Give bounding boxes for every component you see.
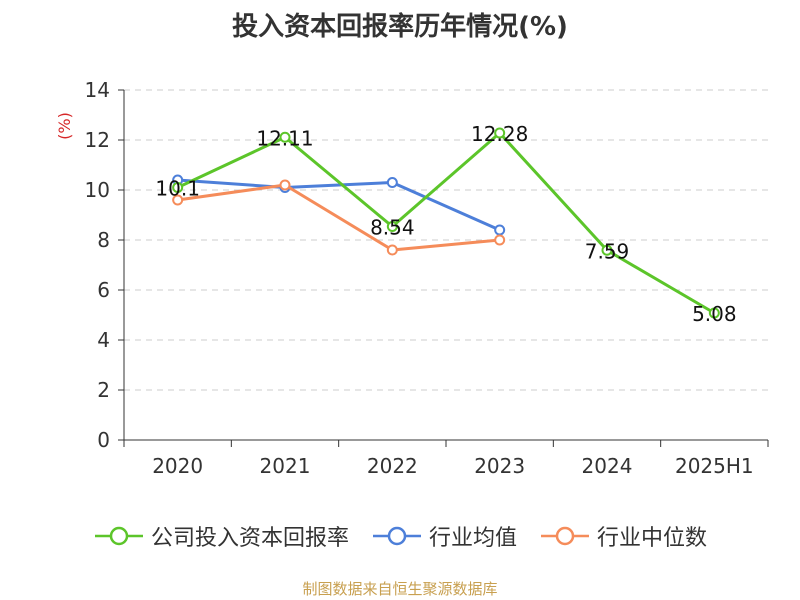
series-line-1	[177, 178, 501, 232]
y-tick-label: 6	[97, 278, 110, 302]
legend-item-industry-median[interactable]: 行业中位数	[539, 520, 707, 552]
legend-marker-company	[94, 526, 143, 546]
x-tick-label: 2021	[260, 454, 311, 478]
data-point-2	[494, 234, 506, 246]
data-point-0	[708, 307, 720, 319]
y-tick-label: 10	[85, 178, 110, 202]
data-point-2	[279, 179, 291, 191]
legend-label-median: 行业中位数	[597, 526, 708, 551]
y-tick-label: 14	[85, 78, 110, 102]
data-label: 7.59	[585, 239, 630, 263]
legend: 公司投入资本回报率 行业均值 行业中位数	[0, 520, 800, 552]
data-point-1	[386, 177, 398, 188]
legend-label-company: 公司投入资本回报率	[150, 526, 349, 551]
series-line-0	[177, 131, 716, 315]
legend-label-mean: 行业均值	[428, 526, 517, 551]
y-tick-label: 2	[97, 378, 110, 402]
data-point-0	[494, 127, 506, 139]
chart-title: 投入资本回报率历年情况(%)	[232, 12, 568, 42]
data-label: 12.28	[471, 122, 528, 146]
x-tick-label: 2023	[474, 454, 525, 478]
data-label: 5.08	[692, 302, 737, 326]
legend-marker-median	[541, 526, 589, 546]
y-axis-label: (%)	[55, 112, 74, 140]
data-point-2	[386, 244, 398, 256]
legend-item-company-roic[interactable]: 公司投入资本回报率	[93, 520, 349, 552]
y-tick-label: 4	[97, 328, 110, 352]
data-label: 10.1	[155, 177, 200, 201]
x-tick-label: 2025H1	[675, 454, 754, 478]
x-tick-label: 2024	[582, 454, 633, 478]
y-tick-label: 0	[97, 428, 110, 452]
y-tick-label: 12	[85, 128, 110, 152]
data-point-1	[494, 224, 506, 236]
series-line-2	[177, 183, 500, 252]
data-point-0	[386, 221, 398, 232]
x-tick-label: 2020	[152, 454, 203, 478]
y-tick-label: 8	[97, 228, 110, 252]
data-point-0	[172, 182, 184, 193]
data-label: 12.11	[256, 126, 313, 150]
legend-item-industry-mean[interactable]: 行业均值	[371, 520, 517, 552]
data-point-0	[279, 131, 291, 143]
data-point-0	[601, 244, 613, 256]
data-point-2	[172, 194, 184, 206]
source-note: 制图数据来自恒生聚源数据库	[302, 580, 498, 598]
x-tick-label: 2022	[367, 454, 418, 478]
data-label: 8.54	[370, 216, 415, 240]
legend-marker-mean	[372, 526, 421, 546]
